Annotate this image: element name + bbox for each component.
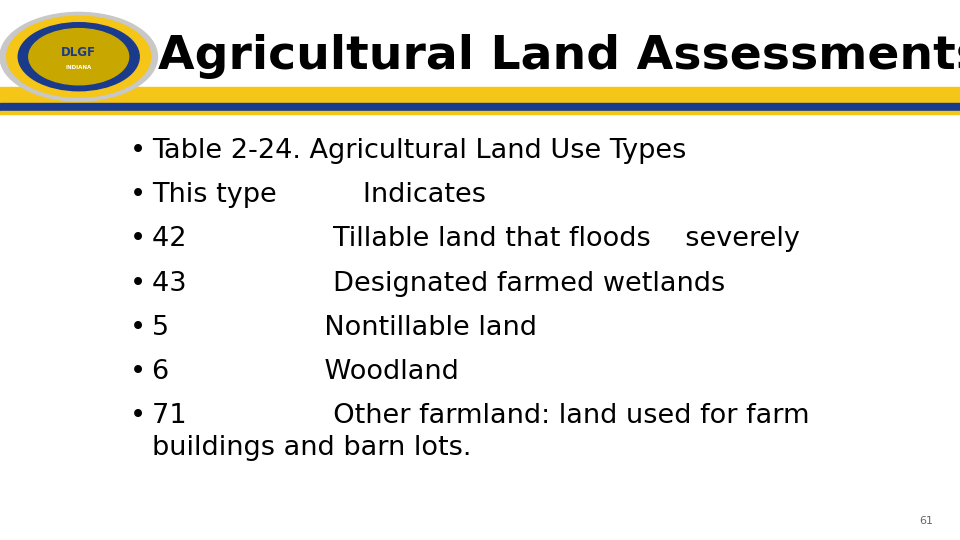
Text: 43                 Designated farmed wetlands: 43 Designated farmed wetlands	[152, 271, 725, 296]
Text: 61: 61	[919, 516, 933, 526]
Circle shape	[18, 23, 139, 91]
Text: •: •	[130, 271, 146, 296]
Text: 42                 Tillable land that floods    severely: 42 Tillable land that floods severely	[152, 226, 800, 252]
Circle shape	[29, 29, 129, 85]
Text: •: •	[130, 403, 146, 429]
Text: 71                 Other farmland: land used for farm: 71 Other farmland: land used for farm	[152, 403, 809, 429]
Text: •: •	[130, 182, 146, 208]
Text: INDIANA: INDIANA	[65, 65, 92, 70]
Text: •: •	[130, 315, 146, 341]
Bar	[0, 111, 960, 114]
Circle shape	[0, 12, 157, 101]
Text: •: •	[130, 359, 146, 385]
Bar	[0, 0, 960, 84]
Text: 6                  Woodland: 6 Woodland	[152, 359, 459, 385]
Bar	[0, 103, 960, 111]
Circle shape	[7, 16, 151, 97]
Text: DLGF: DLGF	[61, 46, 96, 59]
Text: buildings and barn lots.: buildings and barn lots.	[152, 435, 471, 461]
Text: •: •	[130, 138, 146, 164]
Bar	[0, 87, 960, 103]
Text: This type          Indicates: This type Indicates	[152, 182, 486, 208]
Text: Agricultural Land Assessments: Agricultural Land Assessments	[158, 34, 960, 79]
Text: 5                  Nontillable land: 5 Nontillable land	[152, 315, 537, 341]
Text: Table 2‑24. Agricultural Land Use Types: Table 2‑24. Agricultural Land Use Types	[152, 138, 686, 164]
Text: •: •	[130, 226, 146, 252]
